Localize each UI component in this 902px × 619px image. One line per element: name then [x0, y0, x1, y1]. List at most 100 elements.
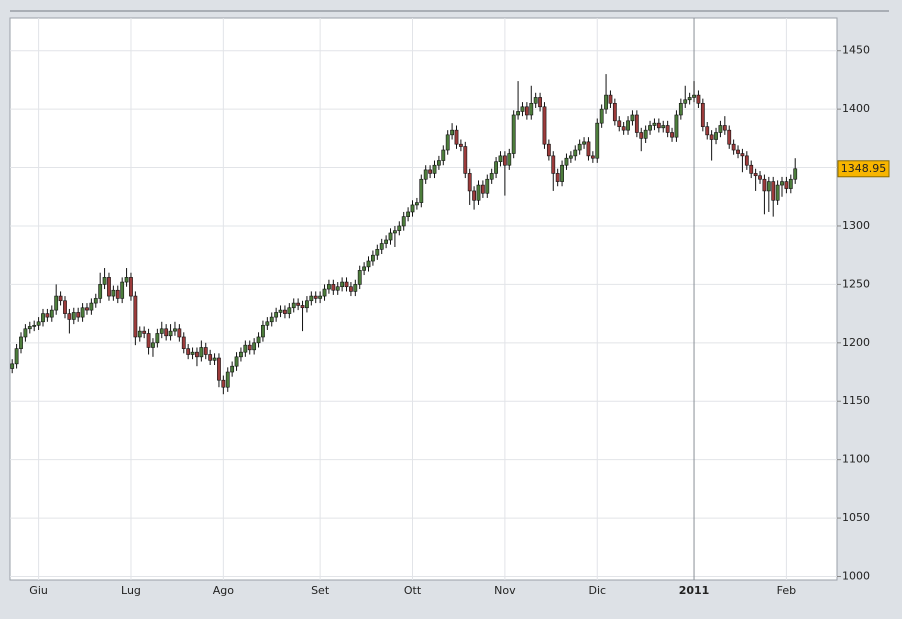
candle-body: [208, 354, 213, 361]
candle-body: [516, 111, 520, 116]
candle-body: [58, 295, 63, 302]
candle-body: [463, 146, 468, 174]
y-tick-label: 1250: [842, 277, 870, 290]
candle-body: [432, 164, 437, 174]
candle-body: [520, 106, 525, 112]
candle-body: [36, 321, 41, 326]
candle-body: [753, 173, 758, 177]
candle-body: [630, 114, 635, 122]
candle-body: [327, 284, 331, 290]
candle-body: [489, 173, 494, 180]
candle-body: [652, 122, 657, 126]
candle-body: [665, 125, 670, 133]
candle-body: [780, 181, 784, 186]
candle-body: [93, 298, 98, 304]
candle-body: [612, 102, 617, 122]
candle-body: [142, 330, 147, 334]
x-tick-label: Lug: [121, 584, 141, 597]
candle-body: [542, 106, 547, 145]
candle-body: [159, 328, 164, 334]
candle-body: [582, 141, 586, 145]
candle-body: [190, 351, 195, 355]
candle-body: [71, 312, 76, 320]
candle-body: [476, 184, 481, 201]
candle-body: [678, 102, 683, 116]
candle-body: [146, 333, 151, 348]
x-tick-label: Feb: [777, 584, 796, 597]
candle-body: [529, 102, 534, 116]
candle-body: [384, 239, 389, 244]
candle-body: [102, 277, 107, 285]
candle-body: [793, 168, 798, 180]
candle-body: [410, 204, 415, 213]
candle-body: [428, 169, 432, 174]
candle-body: [788, 178, 793, 189]
candle-body: [639, 132, 644, 139]
candle-body: [335, 286, 340, 291]
candle-body: [599, 108, 604, 124]
candle-body: [643, 129, 648, 139]
candle-body: [670, 132, 674, 138]
candle-body: [397, 225, 402, 231]
candle-body: [586, 141, 591, 157]
candle-body: [436, 160, 441, 166]
candle-body: [546, 143, 551, 157]
candle-body: [722, 125, 727, 131]
candle-body: [700, 102, 705, 127]
x-tick-label: Nov: [494, 584, 516, 597]
candle-body: [736, 149, 740, 154]
candle-body: [283, 309, 287, 314]
candle-body: [749, 164, 754, 174]
candle-body: [322, 288, 327, 297]
candle-body: [441, 149, 446, 161]
candle-body: [181, 336, 186, 349]
candle-body: [687, 97, 692, 101]
candle-body: [331, 284, 336, 291]
candle-body: [595, 122, 600, 159]
candle-body: [225, 371, 230, 388]
candle-body: [524, 106, 529, 116]
candle-body: [480, 184, 485, 194]
candle-body: [445, 134, 450, 151]
candle-body: [291, 302, 296, 309]
candle-body: [577, 143, 582, 151]
x-tick-label: Set: [311, 584, 330, 597]
last-value-box: [837, 160, 890, 178]
y-tick-label: 1100: [842, 453, 870, 466]
candle-body: [23, 328, 28, 338]
candle-body: [287, 307, 292, 314]
candle-body: [217, 357, 221, 381]
candle-body: [151, 342, 155, 348]
candle-body: [375, 249, 380, 256]
candle-body: [133, 295, 138, 338]
candle-body: [507, 153, 512, 166]
candle-body: [458, 143, 463, 147]
candle-body: [393, 230, 397, 234]
x-tick-label: Giu: [29, 584, 48, 597]
candle-body: [261, 324, 265, 338]
candle-body: [278, 309, 283, 313]
candle-body: [41, 313, 45, 323]
candle-body: [353, 284, 358, 292]
candle-body: [674, 114, 679, 138]
candle-body: [692, 94, 696, 98]
candle-body: [252, 342, 257, 351]
candle-body: [472, 190, 476, 201]
candle-body: [243, 344, 248, 353]
y-tick-label: 1400: [842, 102, 870, 115]
candle-body: [124, 277, 129, 283]
candle-body: [313, 295, 318, 299]
candle-body: [551, 155, 556, 174]
candle-body: [740, 153, 745, 157]
candle-body: [401, 216, 406, 227]
candle-body: [388, 232, 393, 241]
candle-body: [173, 328, 177, 332]
candle-body: [661, 125, 666, 129]
candle-body: [129, 277, 133, 297]
candle-body: [120, 281, 125, 299]
candle-body: [511, 114, 516, 154]
candle-body: [634, 114, 639, 133]
candle-body: [415, 202, 419, 206]
candle-body: [648, 125, 652, 131]
